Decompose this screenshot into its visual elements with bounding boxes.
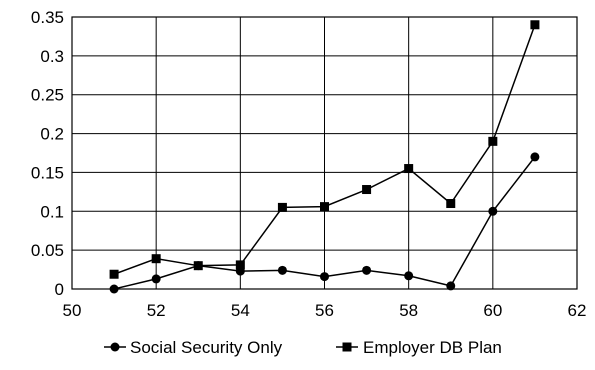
series-0-point-0 <box>109 284 119 294</box>
y-tick-label-0: 0 <box>55 280 64 299</box>
series-0-point-5 <box>320 272 329 282</box>
gridlines <box>71 16 578 290</box>
series-0-point-6 <box>362 265 372 275</box>
y-tick-label-3: 0.15 <box>31 163 64 182</box>
series-1 <box>109 20 540 279</box>
series-1-point-4 <box>277 202 287 212</box>
series-1-point-1 <box>151 254 161 264</box>
series-0-point-1 <box>151 274 161 284</box>
legend-label-0: Social Security Only <box>130 338 283 357</box>
x-tick-label-3: 56 <box>315 301 334 320</box>
y-tick-label-4: 0.2 <box>40 125 64 144</box>
series-1-point-5 <box>320 202 329 212</box>
series-0-point-7 <box>404 271 414 281</box>
series-1-point-10 <box>530 20 540 30</box>
legend: Social Security Only Employer DB Plan <box>104 338 502 357</box>
legend-item-1: Employer DB Plan <box>336 338 502 357</box>
x-tick-label-4: 58 <box>399 301 418 320</box>
series-layer <box>109 20 540 294</box>
x-tick-label-5: 60 <box>483 301 502 320</box>
series-1-point-6 <box>362 185 372 195</box>
y-tick-label-6: 0.3 <box>40 47 64 66</box>
legend-marker-1 <box>342 342 352 352</box>
series-0-point-9 <box>488 206 498 216</box>
axis-tick-labels: 0 0.05 0.1 0.15 0.2 0.25 0.3 0.35 50 52 54 56 58 60 62 <box>31 8 587 320</box>
series-0-point-10 <box>530 152 540 162</box>
y-tick-label-2: 0.1 <box>40 202 64 221</box>
series-1-point-8 <box>446 199 456 209</box>
legend-item-0: Social Security Only <box>104 338 283 357</box>
series-0-point-8 <box>446 281 456 291</box>
y-tick-label-1: 0.05 <box>31 241 64 260</box>
x-tick-label-6: 62 <box>568 301 587 320</box>
legend-label-1: Employer DB Plan <box>363 338 502 357</box>
series-1-point-9 <box>488 136 498 146</box>
y-tick-label-7: 0.35 <box>31 8 64 27</box>
legend-marker-0 <box>110 342 120 352</box>
plot-frame <box>71 16 578 290</box>
x-tick-label-1: 52 <box>147 301 166 320</box>
series-0-point-4 <box>277 265 287 275</box>
series-1-point-2 <box>193 261 203 271</box>
x-tick-label-2: 54 <box>231 301 250 320</box>
y-tick-label-5: 0.25 <box>31 86 64 105</box>
series-1-point-3 <box>235 260 245 270</box>
series-1-point-0 <box>109 269 119 279</box>
series-1-point-7 <box>404 164 414 174</box>
x-tick-label-0: 50 <box>63 301 82 320</box>
